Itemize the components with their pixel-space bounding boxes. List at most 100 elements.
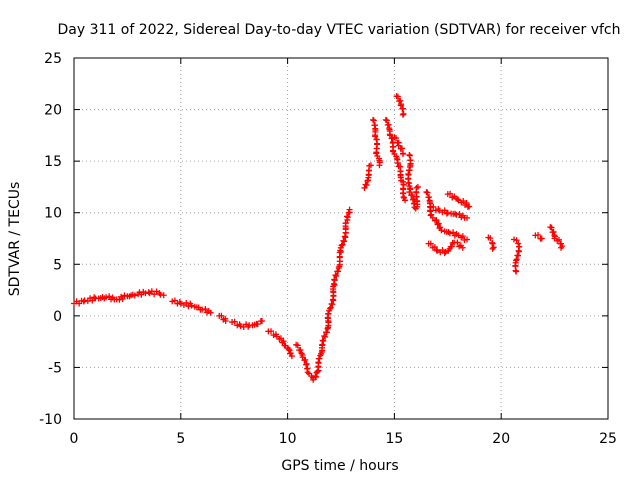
data-point: [207, 309, 214, 316]
data-point: [199, 306, 206, 313]
y-tick-label: 0: [53, 309, 62, 325]
data-point-fill: [183, 299, 190, 306]
data-points: [71, 93, 566, 383]
x-tick-labels: 0 5 10 15 20 25: [70, 431, 617, 447]
data-point: [188, 302, 195, 309]
data-point-fill: [343, 213, 350, 220]
data-point: [438, 227, 445, 234]
data-point-fill: [316, 355, 323, 362]
data-point-fill: [285, 346, 292, 353]
data-point-fill: [459, 233, 466, 240]
data-point-fill: [218, 312, 225, 319]
y-tick-label: 20: [44, 103, 62, 119]
data-point: [558, 244, 565, 251]
data-point-fill: [394, 93, 401, 100]
data-point-fill: [287, 350, 294, 357]
data-point-fill: [294, 342, 301, 349]
data-point: [436, 207, 443, 214]
data-point-fill: [435, 220, 442, 227]
data-point-fill: [119, 295, 126, 302]
y-tick-label: 10: [44, 206, 62, 222]
data-point-fill: [327, 304, 334, 311]
data-point: [367, 162, 374, 169]
data-point: [399, 111, 406, 118]
data-point-fill: [231, 318, 238, 325]
data-point-fill: [363, 182, 370, 189]
y-tick-label: -5: [48, 360, 62, 376]
data-point: [372, 133, 379, 140]
data-point-fill: [550, 228, 557, 235]
y-tick-labels: -10 -5 0 5 10 15 20 25: [39, 51, 62, 428]
data-point-fill: [454, 239, 461, 246]
y-tick-label: 5: [53, 257, 62, 273]
data-point-fill: [202, 305, 209, 312]
data-point-fill: [437, 224, 444, 231]
data-point-fill: [383, 117, 390, 124]
x-tick-label: 10: [279, 431, 297, 447]
data-point: [464, 236, 471, 243]
data-point: [399, 150, 406, 157]
data-point-fill: [463, 199, 470, 206]
data-point-fill: [441, 207, 448, 214]
data-point-fill: [427, 240, 434, 247]
data-point: [395, 142, 402, 149]
y-axis-label: SDTVAR / TECUs: [7, 182, 23, 297]
data-point-fill: [450, 229, 457, 236]
data-point-fill: [341, 238, 348, 245]
data-point-fill: [454, 196, 461, 203]
data-point-fill: [91, 294, 98, 301]
data-point-fill: [320, 337, 327, 344]
data-point-fill: [400, 105, 407, 112]
data-point: [466, 203, 473, 210]
data-point-fill: [424, 189, 431, 196]
data-point-fill: [413, 184, 420, 191]
data-point: [453, 211, 460, 218]
data-point: [81, 297, 88, 304]
data-point: [177, 300, 184, 307]
data-point: [414, 183, 421, 190]
data-point: [402, 197, 409, 204]
x-tick-label: 0: [70, 431, 79, 447]
data-point: [489, 240, 496, 247]
data-point-fill: [339, 241, 346, 248]
data-point: [459, 244, 466, 251]
data-point-fill: [407, 186, 414, 193]
data-point-fill: [322, 333, 329, 340]
data-point: [160, 292, 167, 299]
data-point: [258, 318, 265, 325]
data-point-fill: [555, 236, 562, 243]
data-point: [513, 268, 520, 275]
data-point: [397, 102, 404, 109]
x-axis-label: GPS time / hours: [281, 458, 398, 474]
data-point-fill: [428, 211, 435, 218]
data-point-fill: [323, 329, 330, 336]
data-point-fill: [89, 297, 96, 304]
data-point-fill: [535, 232, 542, 239]
data-point-fill: [394, 160, 401, 166]
data-point-fill: [338, 242, 345, 249]
data-point-fill: [439, 247, 446, 254]
data-point-fill: [297, 347, 304, 354]
data-point-fill: [302, 356, 309, 363]
data-point: [538, 235, 545, 242]
data-point-fill: [447, 190, 454, 197]
data-point-fill: [548, 224, 555, 231]
data-point-fill: [441, 250, 448, 257]
x-tick-label: 20: [492, 431, 510, 447]
data-point-fill: [409, 191, 416, 198]
data-point-fill: [312, 373, 319, 380]
y-tick-label: -10: [39, 412, 62, 428]
data-point-fill: [487, 235, 494, 242]
data-point: [406, 189, 413, 196]
data-point: [310, 376, 317, 383]
data-point-fill: [331, 277, 338, 284]
data-point-fill: [430, 203, 437, 210]
data-point-fill: [336, 254, 343, 261]
data-point-fill: [131, 292, 138, 299]
axis-ticks: [73, 57, 609, 420]
x-tick-label: 15: [385, 431, 403, 447]
data-point-fill: [280, 338, 287, 345]
y-tick-label: 25: [44, 51, 62, 67]
data-point-fill: [332, 272, 339, 279]
